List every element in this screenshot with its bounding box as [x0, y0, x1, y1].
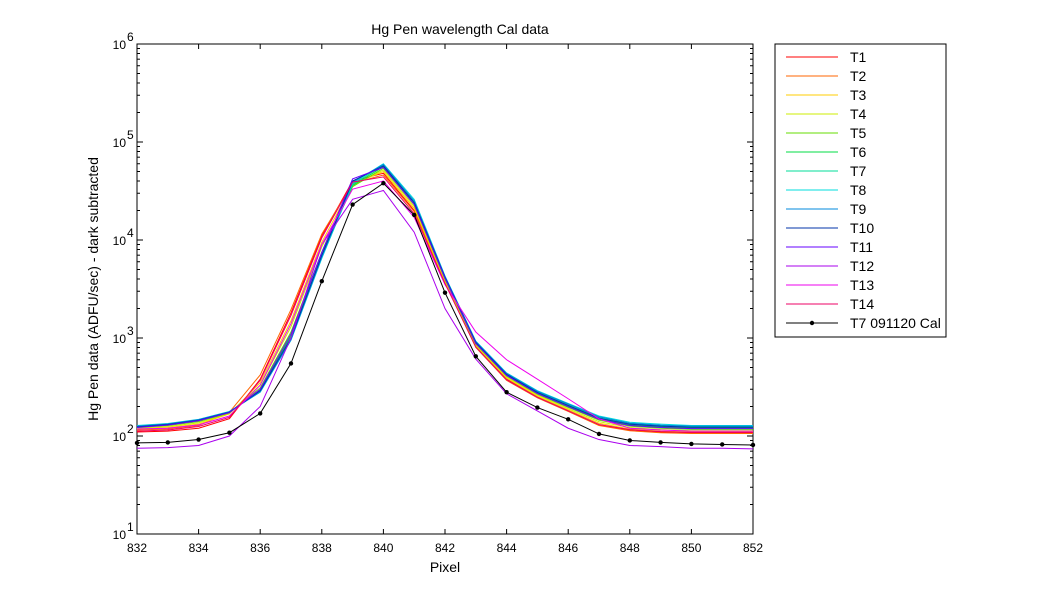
series-point — [535, 405, 540, 410]
series-layer — [134, 163, 756, 450]
series-point — [258, 411, 263, 416]
chart-title: Hg Pen wavelength Cal data — [371, 21, 549, 37]
series-point — [596, 431, 602, 437]
x-tick-label: 844 — [497, 541, 517, 555]
y-tick-exponent: 6 — [127, 30, 134, 44]
series-point — [412, 212, 417, 218]
y-tick-exponent: 3 — [127, 324, 134, 338]
series-point — [658, 440, 663, 445]
y-tick-label: 10 — [113, 136, 127, 150]
series-point — [627, 438, 632, 443]
legend-entry: T12 — [850, 258, 874, 274]
series-point — [473, 354, 478, 359]
series-point — [319, 278, 324, 284]
y-tick-exponent: 4 — [127, 226, 134, 240]
plot-area — [136, 43, 754, 535]
legend-entry: T3 — [850, 87, 867, 103]
series-point — [381, 180, 386, 186]
legend-entry: T5 — [850, 125, 867, 141]
legend-marker — [809, 320, 815, 326]
legend-entry: T4 — [850, 106, 867, 122]
series-point — [750, 442, 756, 448]
x-tick-label: 848 — [620, 541, 640, 555]
legend-entry: T14 — [850, 296, 874, 312]
y-tick-label: 10 — [113, 528, 127, 542]
legend-entry: T8 — [850, 182, 867, 198]
x-tick-label: 850 — [681, 541, 701, 555]
legend-entry: T2 — [850, 68, 867, 84]
legend-entry: T13 — [850, 277, 874, 293]
series-point — [689, 441, 694, 447]
y-tick-label: 10 — [113, 332, 127, 346]
x-axis-ticks: 832 834 836 838 840 842 844 846 848 850 852 — [127, 44, 763, 555]
legend: T1 T2 T3 T4 T5 T6 T7 T8 T9 T10 T11 T12 T13 T14 T7 0911… — [774, 43, 947, 338]
series-point — [442, 290, 448, 295]
x-tick-label: 834 — [189, 541, 209, 555]
series-point — [288, 361, 294, 366]
series-point — [504, 389, 509, 395]
x-tick-label: 838 — [312, 541, 332, 555]
legend-entry: T10 — [850, 220, 874, 236]
series-point — [165, 440, 170, 445]
y-tick-label: 10 — [113, 234, 127, 248]
legend-entry: T7 — [850, 163, 867, 179]
series-point — [350, 202, 355, 207]
series-point — [566, 417, 571, 422]
y-tick-exponent: 1 — [127, 520, 134, 534]
series-point — [196, 437, 201, 442]
y-tick-label: 10 — [113, 38, 127, 52]
y-tick-exponent: 5 — [127, 128, 134, 142]
legend-entry: T7 091120 Cal — [850, 315, 941, 331]
x-tick-label: 842 — [435, 541, 455, 555]
series-point — [134, 440, 140, 446]
y-tick-exponent: 2 — [127, 422, 134, 436]
series-line-t14 — [136, 176, 753, 433]
x-tick-label: 846 — [558, 541, 578, 555]
legend-entry: T11 — [850, 239, 873, 255]
x-axis-label: Pixel — [430, 559, 460, 575]
series-point — [227, 430, 232, 435]
x-tick-label: 852 — [743, 541, 763, 555]
x-tick-label: 840 — [373, 541, 393, 555]
x-tick-label: 832 — [127, 541, 147, 555]
y-axis-label: Hg Pen data (ADFU/sec) - dark subtracted — [85, 157, 101, 421]
x-tick-label: 836 — [250, 541, 270, 555]
legend-entry: T9 — [850, 201, 867, 217]
y-tick-label: 10 — [113, 430, 127, 444]
series-point — [720, 442, 725, 447]
legend-entry: T6 — [850, 144, 867, 160]
legend-entry: T1 — [850, 49, 867, 65]
